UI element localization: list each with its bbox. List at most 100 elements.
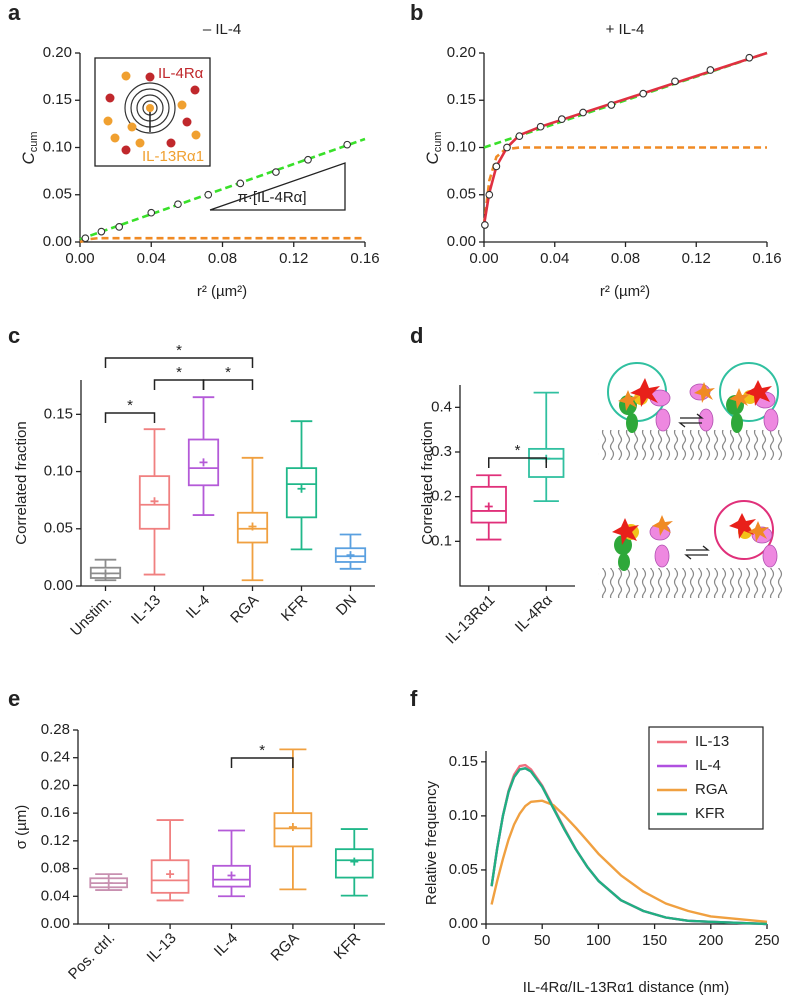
significance-label: * [127, 397, 133, 414]
data-point [343, 140, 352, 149]
y-tick-label: 0.20 [447, 44, 476, 61]
x-axis-label: IL-4Rα/IL-13Rα1 distance (nm) [523, 979, 730, 996]
x-tick-label: KFR [278, 591, 311, 624]
data-point [304, 155, 312, 164]
data-point [236, 179, 245, 188]
whisker-high [290, 420, 313, 469]
x-axis-label: r² (µm²) [600, 283, 650, 300]
significance-bracket [488, 457, 547, 468]
y-tick-label: 0.08 [41, 860, 70, 877]
box [528, 447, 565, 478]
whisker-low [279, 846, 307, 891]
box [187, 438, 220, 487]
whisker-low [241, 542, 264, 582]
whisker-low [290, 517, 313, 551]
panel-title: – IL-4 [203, 21, 241, 38]
mean-marker [166, 870, 175, 879]
axis-line [459, 385, 575, 587]
y-axis-label: Ccum [19, 131, 39, 164]
panel-title: + IL-4 [606, 21, 645, 38]
y-tick-label: 0.00 [449, 915, 478, 932]
x-tick-label: 250 [754, 932, 779, 949]
y-tick-label: 0.00 [447, 233, 476, 250]
y-axis-label-main: Relative frequency [423, 780, 440, 905]
data-point [147, 208, 156, 217]
whisker-high [241, 456, 264, 513]
mean-marker [484, 502, 493, 511]
panel: b + IL-4 Ccum 0.00 0.05 0.10 0.15 0.20 0.00 0.04 0… [410, 0, 782, 300]
x-tick-label: RGA [227, 592, 262, 627]
data-point [607, 101, 616, 109]
diagram [598, 362, 784, 598]
y-axis-label: Ccum [423, 131, 443, 164]
y-tick-label: 0.15 [449, 753, 478, 770]
y-axis-label-sub: cum [28, 131, 40, 152]
panel-letter: d [410, 323, 423, 348]
panel-letter: f [410, 686, 418, 711]
whisker-low [143, 528, 166, 576]
x-tick-label: 0.00 [65, 250, 94, 267]
x-tick-label: 0.08 [611, 250, 640, 267]
mean-marker [101, 569, 110, 578]
x-tick-label: 0.12 [682, 250, 711, 267]
axis-line [80, 380, 375, 587]
legend-label: RGA [695, 781, 728, 798]
x-tick-label: 150 [642, 932, 667, 949]
y-axis-label-main: Correlated fraction [419, 421, 436, 544]
data-point [557, 115, 566, 123]
x-tick-label: 0 [482, 932, 490, 949]
series-line [482, 51, 768, 226]
y-tick-label: 0.10 [43, 138, 72, 155]
x-tick-label: 0.16 [350, 250, 379, 267]
series-line [79, 137, 366, 241]
mean-marker [248, 522, 257, 531]
x-tick-label: 0.00 [469, 250, 498, 267]
data-point [272, 168, 280, 176]
box [138, 475, 171, 530]
whisker-high [217, 829, 246, 866]
series-line [490, 767, 768, 926]
significance-label: * [259, 742, 265, 759]
y-axis-label-sub: cum [432, 131, 444, 152]
whisker-high [156, 819, 184, 861]
legend-label: IL-4 [695, 757, 721, 774]
y-tick-label: 0.10 [447, 138, 476, 155]
x-tick-label: IL-4Rα [512, 591, 556, 635]
whisker-low [217, 886, 246, 898]
whisker-low [339, 561, 362, 570]
y-tick-label: 0.10 [449, 807, 478, 824]
x-tick-label: 100 [586, 932, 611, 949]
significance-bracket [202, 379, 254, 390]
whisker-high [476, 474, 502, 487]
x-tick-label: 200 [698, 932, 723, 949]
legend-label: KFR [695, 805, 725, 822]
data-point [115, 223, 124, 231]
x-tick-label: IL-13Rα1 [442, 592, 498, 648]
panel-letter: a [8, 0, 21, 25]
panel-letter: c [8, 323, 20, 348]
x-tick-label: RGA [268, 930, 303, 965]
box [273, 812, 313, 848]
box [150, 859, 190, 894]
mean-marker [150, 497, 159, 506]
y-axis-label-main: Correlated fraction [13, 421, 30, 544]
box [236, 511, 269, 544]
data-point [671, 77, 679, 86]
y-axis-label: σ (µm) [13, 805, 30, 850]
significance-bracket [230, 757, 294, 768]
data-point [639, 89, 648, 98]
annotation: IL-4Rα [158, 65, 204, 82]
mean-marker [104, 879, 113, 888]
y-axis-label: Relative frequency [423, 780, 440, 905]
y-axis-label-main: C [19, 152, 38, 165]
x-tick-label: Pos. ctrl. [65, 930, 118, 983]
data-point [81, 234, 90, 243]
y-tick-label: 0.00 [41, 915, 70, 932]
whisker-high [94, 558, 117, 568]
x-tick-label: IL-13 [144, 930, 180, 966]
x-tick-label: DN [333, 592, 360, 619]
x-tick-label: IL-4 [183, 592, 213, 622]
y-tick-label: 0.20 [41, 776, 70, 793]
y-tick-label: 0.15 [44, 405, 73, 422]
